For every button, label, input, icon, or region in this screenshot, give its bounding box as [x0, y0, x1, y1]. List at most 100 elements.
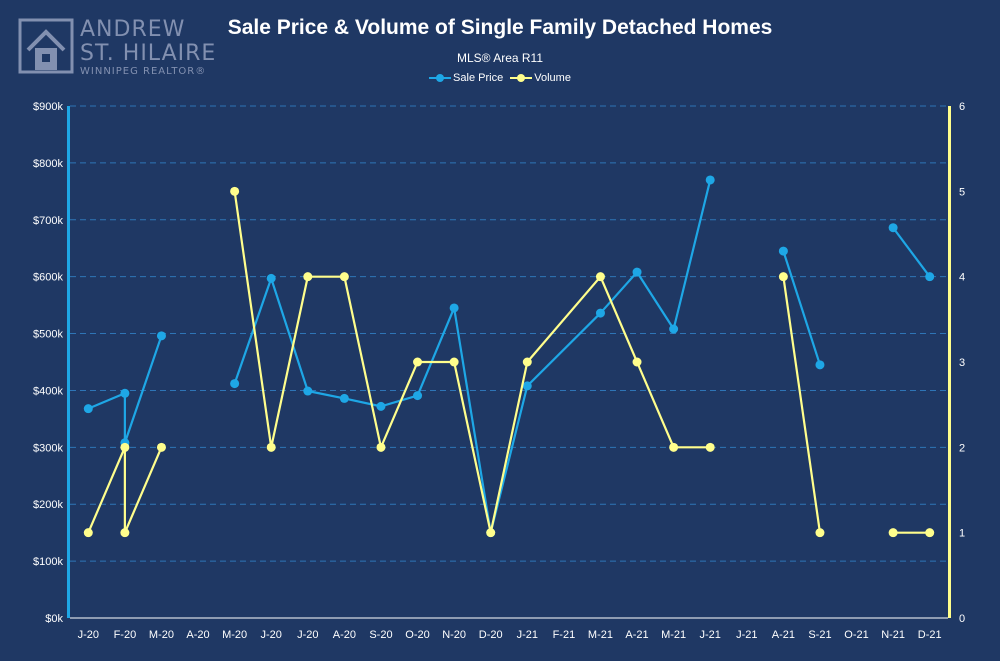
y-left-tick-label: $700k	[33, 215, 63, 227]
data-point-sale-price	[156, 331, 166, 341]
series-line-volume	[87, 446, 163, 534]
chart-subtitle: MLS® Area R11	[457, 51, 543, 65]
y-left-tick-label: $0k	[45, 613, 63, 625]
data-point-sale-price	[376, 401, 386, 411]
y-left-tick-label: $500k	[33, 329, 63, 341]
x-tick-label: S-21	[808, 629, 831, 641]
data-point-volume	[303, 272, 313, 282]
y-left-tick-label: $200k	[33, 499, 63, 511]
data-point-sale-price	[522, 381, 532, 391]
x-tick-label: A-20	[333, 629, 356, 641]
data-point-volume	[376, 442, 386, 452]
data-point-volume	[266, 442, 276, 452]
series-line-sale-price	[782, 250, 822, 366]
x-tick-label: O-21	[844, 629, 868, 641]
data-point-volume	[486, 528, 496, 538]
x-tick-label: M-21	[661, 629, 686, 641]
data-point-volume	[413, 357, 423, 367]
y-right-tick-label: 1	[959, 528, 965, 540]
x-tick-label: M-20	[222, 629, 247, 641]
x-tick-label: F-21	[553, 629, 576, 641]
data-point-sale-price	[83, 404, 93, 414]
data-point-volume	[339, 272, 349, 282]
right-axis-line	[948, 106, 951, 618]
legend-label-volume: Volume	[534, 72, 571, 84]
x-tick-label: A-21	[772, 629, 795, 641]
series-line-volume	[782, 276, 822, 533]
series-line-sale-price	[87, 335, 163, 444]
data-point-volume	[925, 528, 935, 538]
data-point-volume	[669, 442, 679, 452]
y-right-tick-label: 2	[959, 442, 965, 454]
data-point-sale-price	[339, 393, 349, 403]
data-point-volume	[888, 528, 898, 538]
data-point-sale-price	[669, 324, 679, 334]
y-left-tick-label: $100k	[33, 556, 63, 568]
legend-item-volume: Volume	[510, 72, 571, 84]
x-tick-label: J-21	[736, 629, 757, 641]
x-tick-label: J-21	[700, 629, 721, 641]
data-point-volume	[815, 528, 825, 538]
x-tick-label: A-20	[186, 629, 209, 641]
x-tick-label: F-20	[114, 629, 137, 641]
data-point-volume	[778, 272, 788, 282]
x-tick-label: J-20	[261, 629, 282, 641]
legend-item-sale-price: Sale Price	[429, 72, 503, 84]
data-point-volume	[522, 357, 532, 367]
logo-line-2: ST. HILAIRE	[80, 41, 216, 66]
data-point-volume	[83, 528, 93, 538]
data-point-sale-price	[120, 388, 130, 398]
x-tick-label: M-20	[149, 629, 174, 641]
x-tick-label: J-21	[517, 629, 538, 641]
y-left-tick-label: $800k	[33, 158, 63, 170]
data-point-sale-price	[815, 360, 825, 370]
logo-line-3: WINNIPEG REALTOR®	[80, 66, 206, 77]
legend-label-sale-price: Sale Price	[453, 72, 504, 84]
chart-title: Sale Price & Volume of Single Family Det…	[227, 16, 773, 39]
data-point-volume	[120, 442, 130, 452]
data-point-volume	[595, 272, 605, 282]
data-point-sale-price	[413, 391, 423, 401]
house-icon	[18, 18, 74, 74]
data-point-sale-price	[888, 223, 898, 233]
y-right-tick-label: 5	[959, 186, 965, 198]
data-point-sale-price	[230, 379, 240, 389]
y-left-tick-label: $300k	[33, 442, 63, 454]
data-point-volume	[449, 357, 459, 367]
data-point-volume	[230, 186, 240, 196]
series-line-sale-price	[233, 179, 712, 534]
y-left-tick-label: $900k	[33, 101, 63, 113]
data-point-volume	[705, 442, 715, 452]
x-tick-label: N-20	[442, 629, 466, 641]
chart-legend: Sale Price Volume	[0, 72, 1000, 86]
y-right-tick-label: 6	[959, 101, 965, 113]
series-line-sale-price	[892, 227, 931, 278]
data-point-sale-price	[266, 273, 276, 283]
legend-swatch-volume	[510, 73, 533, 83]
x-tick-label: N-21	[881, 629, 905, 641]
data-point-sale-price	[449, 303, 459, 313]
data-point-volume	[120, 528, 130, 538]
x-tick-label: D-21	[918, 629, 942, 641]
data-point-sale-price	[925, 272, 935, 282]
data-point-sale-price	[705, 175, 715, 185]
x-tick-label: A-21	[625, 629, 648, 641]
y-left-tick-label: $400k	[33, 385, 63, 397]
y-right-tick-label: 4	[959, 272, 965, 284]
x-tick-label: M-21	[588, 629, 613, 641]
data-point-volume	[632, 357, 642, 367]
y-right-tick-label: 0	[959, 613, 965, 625]
x-tick-label: J-20	[78, 629, 99, 641]
data-point-sale-price	[778, 246, 788, 256]
y-right-tick-label: 3	[959, 357, 965, 369]
data-point-sale-price	[632, 267, 642, 277]
x-tick-label: S-20	[369, 629, 392, 641]
data-point-sale-price	[595, 308, 605, 318]
data-point-sale-price	[303, 386, 313, 396]
realtor-logo: ANDREW ST. HILAIRE WINNIPEG REALTOR®	[18, 17, 216, 77]
x-tick-label: O-20	[405, 629, 429, 641]
y-left-tick-label: $600k	[33, 272, 63, 284]
x-tick-label: D-20	[479, 629, 503, 641]
left-axis-line	[67, 106, 70, 618]
